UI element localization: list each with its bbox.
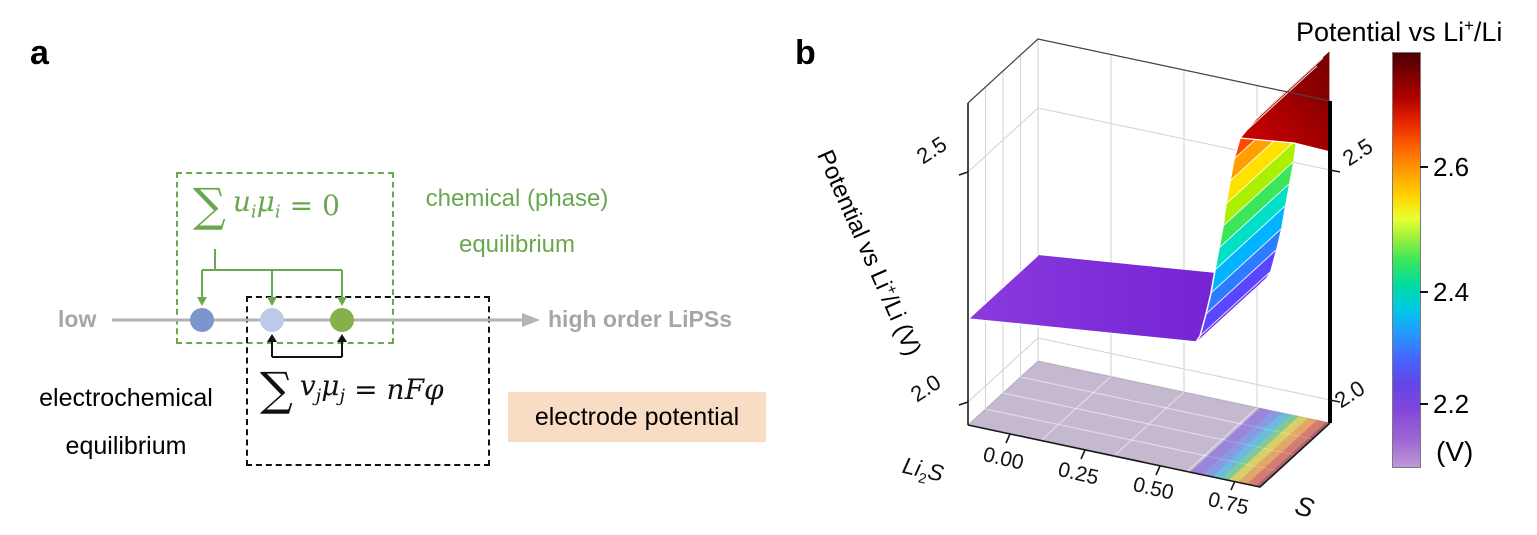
colorbar-tickmark bbox=[1420, 291, 1428, 293]
electrochemical-caption-line1: electrochemical bbox=[39, 384, 213, 412]
cliff-silhouette-contour bbox=[1195, 113, 1261, 343]
chemical-caption-line2: equilibrium bbox=[458, 231, 576, 258]
panel-a-diagram-canvas bbox=[112, 249, 540, 358]
axis-right-label: high order LiPSs bbox=[548, 306, 733, 332]
species-circles bbox=[190, 308, 354, 332]
chemical-equilibrium-box bbox=[176, 172, 394, 344]
down-arrow-icon bbox=[337, 297, 347, 306]
down-arrow-icon bbox=[267, 297, 277, 306]
colorbar-tickmark bbox=[1420, 166, 1428, 168]
chemical-caption-line1: chemical (phase) bbox=[425, 185, 609, 212]
electrochemical-equilibrium-box bbox=[246, 296, 490, 466]
colorbar-tick-2p6: 2.6 bbox=[1433, 152, 1470, 182]
equals-sign: = bbox=[354, 372, 378, 406]
axis-left-label: low bbox=[58, 306, 97, 332]
down-arrow-icon bbox=[197, 297, 207, 306]
colorbar-tick-2p4: 2.4 bbox=[1433, 277, 1470, 307]
mid-order-species-circle bbox=[260, 308, 284, 332]
electrochemical-caption: electrochemical equilibrium bbox=[22, 374, 230, 470]
sigma-symbol: ∑ bbox=[193, 178, 226, 232]
lipss-order-arrow bbox=[112, 313, 540, 327]
eq-rhs: 0 bbox=[322, 188, 340, 222]
chemical-caption: chemical (phase) equilibrium bbox=[400, 176, 634, 268]
panel-b-label: b bbox=[795, 34, 816, 72]
electrochemical-connectors bbox=[267, 334, 347, 358]
electrode-potential-box: electrode potential bbox=[508, 392, 766, 442]
chemical-connectors bbox=[197, 249, 347, 306]
surface-plot-3d bbox=[958, 37, 1341, 491]
high-order-species-circle bbox=[330, 308, 354, 332]
eq-term: uiμi bbox=[232, 185, 281, 223]
colorbar-title: Potential vs Li+/Li bbox=[1296, 16, 1503, 47]
colorbar-tickmark bbox=[1420, 403, 1428, 405]
colorbar-unit-label: (V) bbox=[1436, 436, 1474, 467]
up-arrow-icon bbox=[267, 334, 277, 342]
axis-tick-marks bbox=[958, 169, 1341, 491]
floor-projection bbox=[968, 361, 1330, 487]
low-order-species-circle bbox=[190, 308, 214, 332]
eq-rhs: nFφ bbox=[386, 372, 444, 406]
electrochemical-caption-line2: equilibrium bbox=[65, 432, 187, 460]
chemical-equation: ∑ uiμi = 0 bbox=[193, 182, 340, 228]
eq-term: vjμj bbox=[299, 369, 346, 407]
panel-a-label: a bbox=[30, 34, 49, 72]
box-edges bbox=[958, 38, 1341, 491]
arrow-head-icon bbox=[522, 313, 540, 327]
colorbar bbox=[1392, 52, 1421, 468]
sigma-symbol: ∑ bbox=[260, 362, 293, 416]
up-arrow-icon bbox=[337, 334, 347, 342]
colorbar-tick-2p2: 2.2 bbox=[1433, 389, 1470, 419]
electrochemical-equation: ∑ vjμj = nFφ bbox=[260, 366, 444, 412]
equals-sign: = bbox=[289, 188, 314, 222]
